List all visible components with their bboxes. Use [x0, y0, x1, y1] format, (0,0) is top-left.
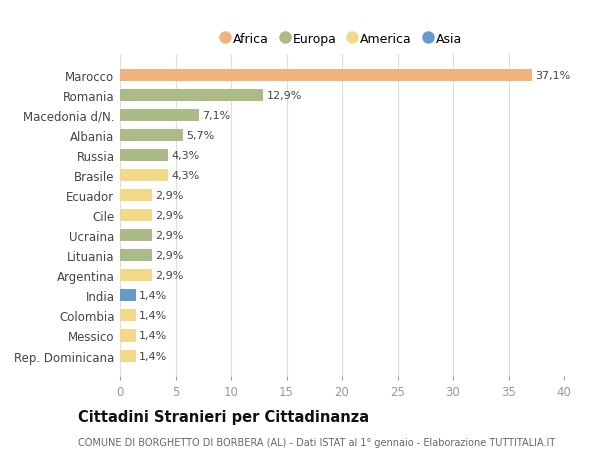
Text: 2,9%: 2,9%: [155, 251, 184, 261]
Bar: [120, 270, 152, 282]
Text: COMUNE DI BORGHETTO DI BORBERA (AL) - Dati ISTAT al 1° gennaio - Elaborazione TU: COMUNE DI BORGHETTO DI BORBERA (AL) - Da…: [78, 437, 555, 448]
Bar: [120, 250, 152, 262]
Bar: [120, 210, 152, 222]
Bar: [120, 170, 168, 182]
Text: 5,7%: 5,7%: [187, 131, 215, 141]
Bar: [120, 90, 263, 102]
Bar: [120, 130, 183, 142]
Bar: [120, 330, 136, 342]
Text: 7,1%: 7,1%: [202, 111, 230, 121]
Bar: [120, 150, 168, 162]
Text: Cittadini Stranieri per Cittadinanza: Cittadini Stranieri per Cittadinanza: [78, 409, 369, 425]
Bar: [120, 350, 136, 362]
Bar: [120, 190, 152, 202]
Bar: [120, 310, 136, 322]
Text: 4,3%: 4,3%: [171, 171, 199, 181]
Text: 2,9%: 2,9%: [155, 211, 184, 221]
Bar: [120, 110, 199, 122]
Text: 1,4%: 1,4%: [139, 331, 167, 341]
Text: 4,3%: 4,3%: [171, 151, 199, 161]
Bar: [120, 230, 152, 242]
Legend: Africa, Europa, America, Asia: Africa, Europa, America, Asia: [218, 29, 466, 50]
Text: 1,4%: 1,4%: [139, 351, 167, 361]
Text: 37,1%: 37,1%: [535, 71, 571, 81]
Text: 12,9%: 12,9%: [266, 91, 302, 101]
Text: 2,9%: 2,9%: [155, 271, 184, 281]
Text: 1,4%: 1,4%: [139, 311, 167, 321]
Bar: [120, 290, 136, 302]
Bar: [120, 70, 532, 82]
Text: 2,9%: 2,9%: [155, 231, 184, 241]
Text: 1,4%: 1,4%: [139, 291, 167, 301]
Text: 2,9%: 2,9%: [155, 191, 184, 201]
